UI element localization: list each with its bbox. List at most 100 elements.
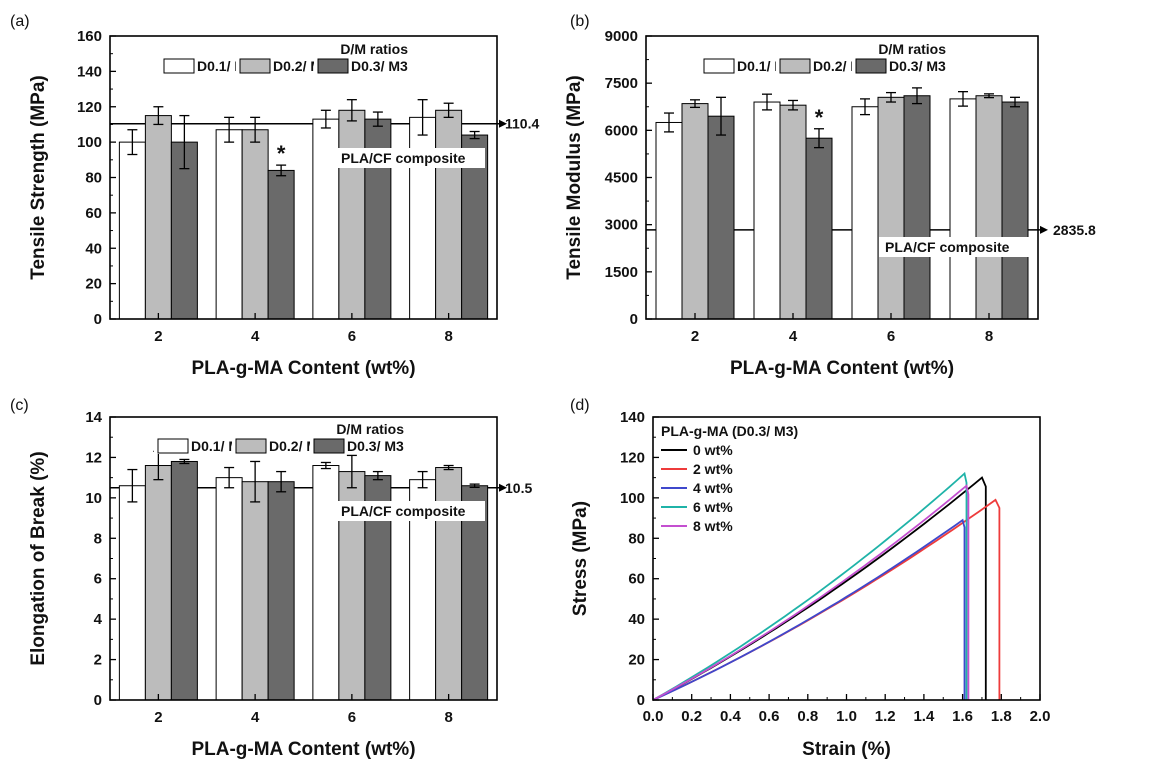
legend-label: D0.3/ M3 [889, 58, 946, 74]
y-tick-label: 3000 [605, 217, 638, 234]
y-tick-label: 0 [94, 311, 102, 328]
legend-swatch [703, 58, 735, 74]
legend-label: 2 wt% [693, 461, 733, 477]
reference-text: PLA/CF composite [341, 150, 466, 166]
y-tick-label: 100 [620, 490, 645, 507]
y-tick-label: 40 [628, 611, 645, 628]
bar [877, 96, 905, 320]
y-axis-label: Tensile Strength (MPa) [28, 75, 49, 279]
y-axis-label: Tensile Modulus (MPa) [564, 75, 585, 279]
y-tick-label: 1500 [605, 264, 638, 281]
y-tick-label: 60 [628, 571, 645, 588]
series-line [652, 471, 968, 701]
y-tick-label: 4500 [605, 170, 638, 187]
legend-swatch [313, 438, 345, 454]
legend-swatch [855, 58, 887, 74]
x-tick-label: 8 [985, 328, 993, 345]
x-tick-label: 8 [444, 709, 452, 726]
bar [681, 103, 709, 320]
legend-title: D/M ratios [336, 421, 404, 437]
legend-swatch [235, 438, 267, 454]
reference-text: PLA/CF composite [885, 239, 1010, 255]
reference-arrow [1040, 225, 1048, 234]
x-tick-label: 0.2 [681, 708, 702, 725]
bar [144, 115, 172, 320]
panel-label: (d) [570, 397, 590, 414]
x-tick-label: 0.4 [720, 708, 742, 725]
legend-swatch [163, 58, 195, 74]
y-tick-label: 120 [620, 449, 645, 466]
x-tick-label: 2 [154, 328, 162, 345]
x-tick-label: 1.6 [952, 708, 973, 725]
bar [215, 129, 243, 320]
y-tick-label: 40 [85, 240, 102, 257]
y-tick-label: 20 [85, 276, 102, 293]
bar [215, 477, 243, 701]
bar [779, 104, 807, 320]
y-tick-label: 140 [77, 63, 102, 80]
panel-label: (c) [10, 397, 29, 414]
reference-arrow [499, 483, 507, 492]
x-tick-label: 8 [444, 328, 452, 345]
x-axis-label: PLA-g-MA Content (wt%) [191, 358, 415, 379]
reference-text-bg [879, 237, 1029, 257]
x-axis-label: Strain (%) [802, 739, 891, 760]
x-tick-label: 6 [887, 328, 895, 345]
x-tick-label: 0.0 [643, 708, 664, 725]
bar [118, 141, 146, 320]
legend-swatch [317, 58, 349, 74]
x-tick-label: 2.0 [1030, 708, 1051, 725]
x-tick-label: 4 [789, 328, 798, 345]
y-tick-label: 6 [94, 571, 102, 588]
y-tick-label: 8 [94, 530, 102, 547]
legend-label: 6 wt% [693, 499, 733, 515]
bar [267, 481, 295, 701]
significance-mark: * [277, 141, 286, 166]
y-tick-label: 160 [77, 28, 102, 45]
significance-mark: * [815, 105, 824, 130]
y-axis-label: Stress (MPa) [570, 501, 591, 616]
legend-swatch [779, 58, 811, 74]
legend-label: 8 wt% [693, 518, 733, 534]
x-tick-label: 1.0 [836, 708, 857, 725]
panel-label: (b) [570, 13, 590, 30]
bar [949, 98, 977, 320]
x-tick-label: 1.4 [913, 708, 935, 725]
x-tick-label: 2 [691, 328, 699, 345]
legend-label: 4 wt% [693, 480, 733, 496]
y-tick-label: 60 [85, 205, 102, 222]
bar [805, 137, 833, 320]
legend-label: 0 wt% [693, 442, 733, 458]
x-tick-label: 0.6 [759, 708, 780, 725]
bar [312, 118, 340, 320]
reference-value: 10.5 [505, 480, 532, 496]
reference-text-bg [335, 501, 485, 521]
legend-title: D/M ratios [878, 41, 946, 57]
panel-label: (a) [10, 13, 30, 30]
reference-text-bg [335, 148, 485, 168]
legend-title: PLA-g-MA (D0.3/ M3) [661, 423, 798, 439]
bar [312, 465, 340, 701]
panel-3: (d) 0 20 40 60 80 100 120 140 0.0 0.2 0.4 0.6 0.8 1.0 1… [570, 397, 1050, 760]
y-tick-label: 6000 [605, 122, 638, 139]
y-tick-label: 7500 [605, 75, 638, 92]
y-tick-label: 0 [637, 692, 645, 709]
y-tick-label: 80 [85, 170, 102, 187]
y-tick-label: 9000 [605, 28, 638, 45]
bar [241, 129, 269, 320]
bar [975, 95, 1003, 320]
bar [1001, 101, 1029, 320]
legend-title: D/M ratios [340, 41, 408, 57]
y-tick-label: 14 [85, 409, 102, 426]
x-tick-label: 6 [348, 709, 356, 726]
legend-label: D0.3/ M3 [351, 58, 408, 74]
y-tick-label: 4 [94, 611, 103, 628]
bar [409, 116, 437, 320]
bar [241, 481, 269, 701]
x-tick-label: 1.2 [875, 708, 896, 725]
bar [753, 101, 781, 320]
y-tick-label: 20 [628, 652, 645, 669]
